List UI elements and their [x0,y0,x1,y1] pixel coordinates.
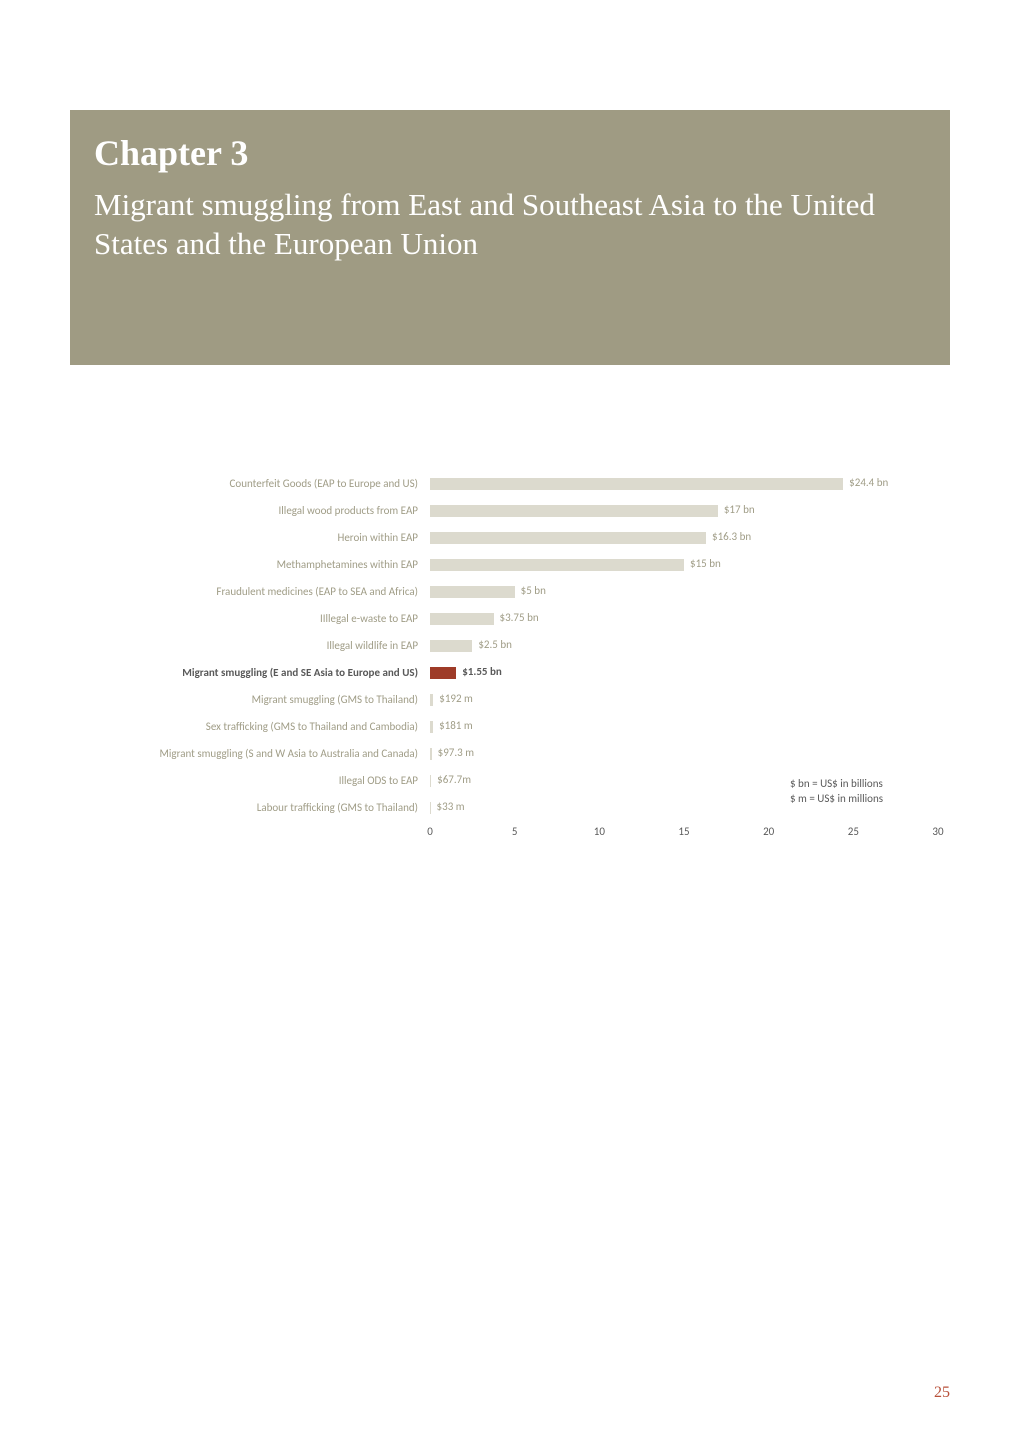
bar-chart: Counterfeit Goods (EAP to Europe and US)… [70,470,950,890]
bar-value: $24.4 bn [849,476,888,489]
axis-tick: 0 [427,825,433,838]
axis-tick: 25 [848,825,859,838]
bar [430,667,456,679]
bar-value: $97.3 m [438,746,474,759]
bar-area: $24.4 bn [430,478,950,490]
axis-tick: 30 [932,825,943,838]
bar-value: $181 m [439,719,473,732]
bar [430,505,718,517]
chart-row: IIllegal e-waste to EAP $3.75 bn [70,605,950,632]
bar-area: $17 bn [430,505,950,517]
row-label: Migrant smuggling (S and W Asia to Austr… [70,747,430,760]
chapter-label: Chapter 3 [94,132,926,174]
row-label: Fraudulent medicines (EAP to SEA and Afr… [70,585,430,598]
chart-row: Methamphetamines within EAP $15 bn [70,551,950,578]
chart-row: Sex trafficking (GMS to Thailand and Cam… [70,713,950,740]
x-axis: 0 5 10 15 20 25 30 [70,825,950,845]
bar-area: $192 m [430,694,950,706]
bar-value: $5 bn [521,584,546,597]
row-label: IIllegal e-waste to EAP [70,612,430,625]
bar [430,748,432,760]
bar-area: $181 m [430,721,950,733]
row-label: Heroin within EAP [70,531,430,544]
row-label: Migrant smuggling (E and SE Asia to Euro… [70,666,430,679]
row-label: Illegal wood products from EAP [70,504,430,517]
bar-value: $17 bn [724,503,755,516]
chart-row: Illegal wood products from EAP $17 bn [70,497,950,524]
bar-area: $3.75 bn [430,613,950,625]
bar-value: $67.7m [437,773,471,786]
page-number: 25 [934,1384,950,1402]
chart-row: Migrant smuggling (GMS to Thailand) $192 … [70,686,950,713]
bar [430,559,684,571]
bar [430,694,433,706]
bar-value: $15 bn [690,557,721,570]
chart-row: Heroin within EAP $16.3 bn [70,524,950,551]
row-label: Methamphetamines within EAP [70,558,430,571]
chart-row: Fraudulent medicines (EAP to SEA and Afr… [70,578,950,605]
bar-value: $16.3 bn [712,530,751,543]
bar-value: $3.75 bn [500,611,539,624]
bar-value: $192 m [439,692,473,705]
row-label: Counterfeit Goods (EAP to Europe and US) [70,477,430,490]
row-label: Migrant smuggling (GMS to Thailand) [70,693,430,706]
bar-area: $15 bn [430,559,950,571]
bar-area: $5 bn [430,586,950,598]
axis-tick: 5 [512,825,518,838]
axis-tick: 20 [763,825,774,838]
row-label: Sex trafficking (GMS to Thailand and Cam… [70,720,430,733]
bar [430,613,494,625]
bar [430,532,706,544]
chapter-title: Migrant smuggling from East and Southeas… [94,186,926,264]
bar-area: $97.3 m [430,748,950,760]
chart-row: Counterfeit Goods (EAP to Europe and US)… [70,470,950,497]
bar-value: $1.55 bn [462,665,502,678]
bar-area: $2.5 bn [430,640,950,652]
bar [430,478,843,490]
legend-line-2: $ m = US$ in millions [790,791,883,806]
row-label: Illegal ODS to EAP [70,774,430,787]
bar [430,721,433,733]
bar-area: $16.3 bn [430,532,950,544]
bar [430,802,431,814]
bar [430,640,472,652]
chapter-header: Chapter 3 Migrant smuggling from East an… [70,110,950,365]
bar-value: $33 m [437,800,465,813]
bar [430,586,515,598]
chart-row: Illegal wildlife in EAP $2.5 bn [70,632,950,659]
bar-value: $2.5 bn [478,638,512,651]
chart-legend: $ bn = US$ in billions $ m = US$ in mill… [790,776,883,807]
bar-area: $1.55 bn [430,667,950,679]
legend-line-1: $ bn = US$ in billions [790,776,883,791]
chart-row: Migrant smuggling (E and SE Asia to Euro… [70,659,950,686]
bar [430,775,431,787]
axis-tick: 15 [678,825,689,838]
row-label: Labour trafficking (GMS to Thailand) [70,801,430,814]
row-label: Illegal wildlife in EAP [70,639,430,652]
axis-tick: 10 [594,825,605,838]
chart-row: Migrant smuggling (S and W Asia to Austr… [70,740,950,767]
